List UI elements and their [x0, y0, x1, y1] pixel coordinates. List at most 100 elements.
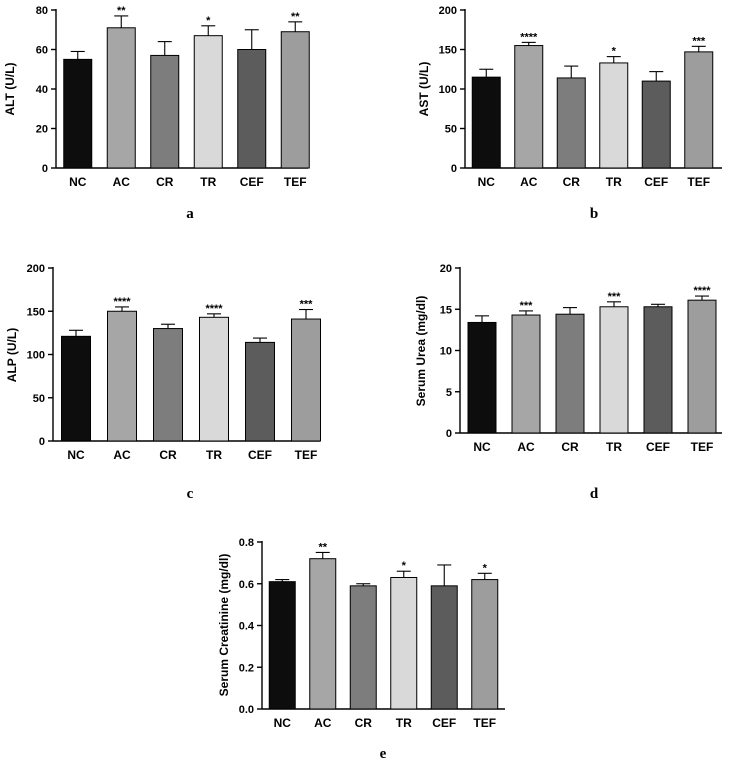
- y-tick-label: 100: [27, 350, 45, 362]
- significance-mark: ***: [692, 35, 706, 47]
- x-tick-label: NC: [473, 440, 491, 454]
- y-tick-label: 0: [446, 428, 452, 440]
- bar-nc: [268, 581, 296, 710]
- x-tick-label: TEF: [284, 175, 307, 189]
- y-tick-label: 150: [27, 306, 45, 318]
- x-tick-label: CEF: [240, 175, 264, 189]
- y-axis-label: ALT (U/L): [3, 62, 17, 115]
- significance-mark: ****: [520, 31, 538, 43]
- bar-nc: [61, 335, 91, 442]
- x-tick-label: CEF: [646, 440, 670, 454]
- significance-mark: ****: [205, 303, 223, 315]
- bar-nc: [63, 58, 93, 169]
- bar-tr: [199, 316, 229, 442]
- y-axis-label: AST (U/L): [417, 62, 431, 117]
- chart-panel-b: 0 50 100 150 200 AST (U/L) NC **** AC CR * TR CEF ***…: [417, 5, 722, 222]
- x-tick-label: TR: [606, 175, 622, 189]
- bar-tef: [280, 31, 310, 169]
- significance-mark: *: [483, 562, 488, 574]
- bar-ac: [106, 27, 136, 169]
- x-tick-label: CR: [156, 175, 174, 189]
- bar-tef: [687, 299, 717, 434]
- bar-cr: [556, 77, 586, 169]
- significance-mark: ****: [113, 296, 131, 308]
- y-axis-label: Serum Urea (mg/dl): [414, 296, 428, 407]
- y-tick-label: 150: [439, 45, 457, 57]
- significance-mark: ***: [300, 299, 314, 311]
- y-tick-label: 15: [440, 304, 452, 316]
- chart-panel-e: 0.0 0.2 0.4 0.6 0.8 Serum Creatinine (mg/dl) N…: [217, 537, 505, 762]
- y-axis-label: ALP (U/L): [5, 328, 19, 382]
- bar-tef: [684, 51, 714, 169]
- bar-ac: [514, 45, 544, 169]
- y-tick-label: 0.4: [239, 621, 255, 633]
- x-tick-label: CR: [159, 448, 177, 462]
- bar-ac: [511, 314, 541, 434]
- x-tick-label: TR: [396, 716, 412, 730]
- x-tick-label: AC: [314, 716, 332, 730]
- bar-cr: [153, 328, 183, 442]
- y-tick-label: 80: [36, 5, 48, 17]
- y-tick-label: 0: [39, 436, 45, 448]
- x-tick-label: TR: [606, 440, 622, 454]
- bar-cef: [245, 341, 275, 442]
- bar-nc: [471, 76, 501, 169]
- significance-mark: ***: [608, 291, 622, 303]
- y-tick-label: 0.6: [239, 579, 254, 591]
- x-tick-label: CR: [561, 440, 579, 454]
- x-tick-label: AC: [517, 440, 535, 454]
- bar-tr: [599, 62, 629, 169]
- bar-ac: [309, 558, 337, 710]
- x-tick-label: AC: [113, 175, 131, 189]
- bar-cef: [643, 306, 673, 434]
- panel-label: a: [186, 206, 194, 222]
- significance-mark: *: [206, 15, 211, 27]
- bar-tef: [291, 318, 321, 442]
- y-tick-label: 40: [36, 84, 48, 96]
- bar-tr: [599, 306, 629, 434]
- y-tick-label: 5: [446, 387, 452, 399]
- y-tick-label: 50: [445, 124, 457, 136]
- y-tick-label: 200: [439, 5, 457, 17]
- bar-nc: [467, 321, 497, 434]
- bar-cef: [641, 80, 671, 169]
- significance-mark: **: [291, 11, 300, 23]
- x-tick-label: TEF: [691, 440, 714, 454]
- y-tick-label: 0.2: [239, 662, 254, 674]
- panel-label: b: [590, 206, 598, 222]
- panel-label: e: [380, 746, 387, 762]
- bar-cr: [150, 54, 180, 169]
- y-tick-label: 0.0: [239, 704, 254, 716]
- significance-mark: ***: [520, 300, 534, 312]
- y-tick-label: 200: [27, 263, 45, 275]
- x-tick-label: TR: [206, 448, 222, 462]
- y-tick-label: 20: [36, 124, 48, 136]
- x-tick-label: CR: [563, 175, 581, 189]
- chart-panel-c: 0 50 100 150 200 ALP (U/L) NC **** AC CR **** TR CEF…: [5, 263, 321, 502]
- y-tick-label: 20: [440, 263, 452, 275]
- significance-mark: ****: [693, 285, 711, 297]
- x-tick-label: CR: [355, 716, 373, 730]
- bar-cef: [237, 49, 267, 169]
- x-tick-label: CEF: [248, 448, 272, 462]
- x-tick-label: TR: [200, 175, 216, 189]
- y-axis-label: Serum Creatinine (mg/dl): [217, 554, 231, 697]
- y-tick-label: 10: [440, 346, 452, 358]
- x-tick-label: NC: [478, 175, 496, 189]
- x-tick-label: NC: [69, 175, 87, 189]
- x-tick-label: NC: [274, 716, 292, 730]
- y-tick-label: 100: [439, 84, 457, 96]
- x-tick-label: CEF: [432, 716, 456, 730]
- bar-tr: [390, 576, 418, 710]
- panel-label: c: [187, 486, 194, 502]
- panel-label: d: [590, 486, 599, 502]
- x-tick-label: AC: [520, 175, 538, 189]
- significance-mark: **: [318, 541, 327, 553]
- significance-mark: *: [402, 560, 407, 572]
- bar-cr: [555, 313, 585, 434]
- y-tick-label: 50: [33, 393, 45, 405]
- bar-cr: [349, 585, 377, 710]
- chart-panel-a: 0 20 40 60 80 ALT (U/L) NC ** AC CR * TR CEF ** TEF a: [3, 5, 310, 222]
- x-tick-label: TEF: [473, 716, 496, 730]
